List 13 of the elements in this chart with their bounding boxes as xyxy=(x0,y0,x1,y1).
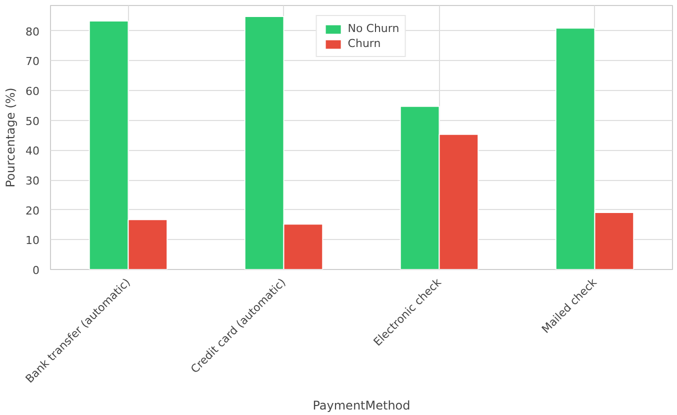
y-tick-label: 70 xyxy=(26,55,40,68)
legend-label: No Churn xyxy=(348,22,400,35)
y-tick-label: 40 xyxy=(26,144,40,158)
x-axis-title: PaymentMethod xyxy=(312,398,410,412)
y-tick-label: 10 xyxy=(26,234,40,248)
y-tick-label: 80 xyxy=(26,25,40,38)
y-tick-label: 20 xyxy=(26,204,40,218)
y-tick-label: 50 xyxy=(26,114,40,128)
y-tick-label: 0 xyxy=(32,264,40,277)
y-tick-label: 60 xyxy=(26,85,40,98)
y-tick-label: 30 xyxy=(26,174,40,188)
legend-label: Churn xyxy=(348,37,381,50)
y-axis-title: Pourcentage (%) xyxy=(4,88,18,188)
